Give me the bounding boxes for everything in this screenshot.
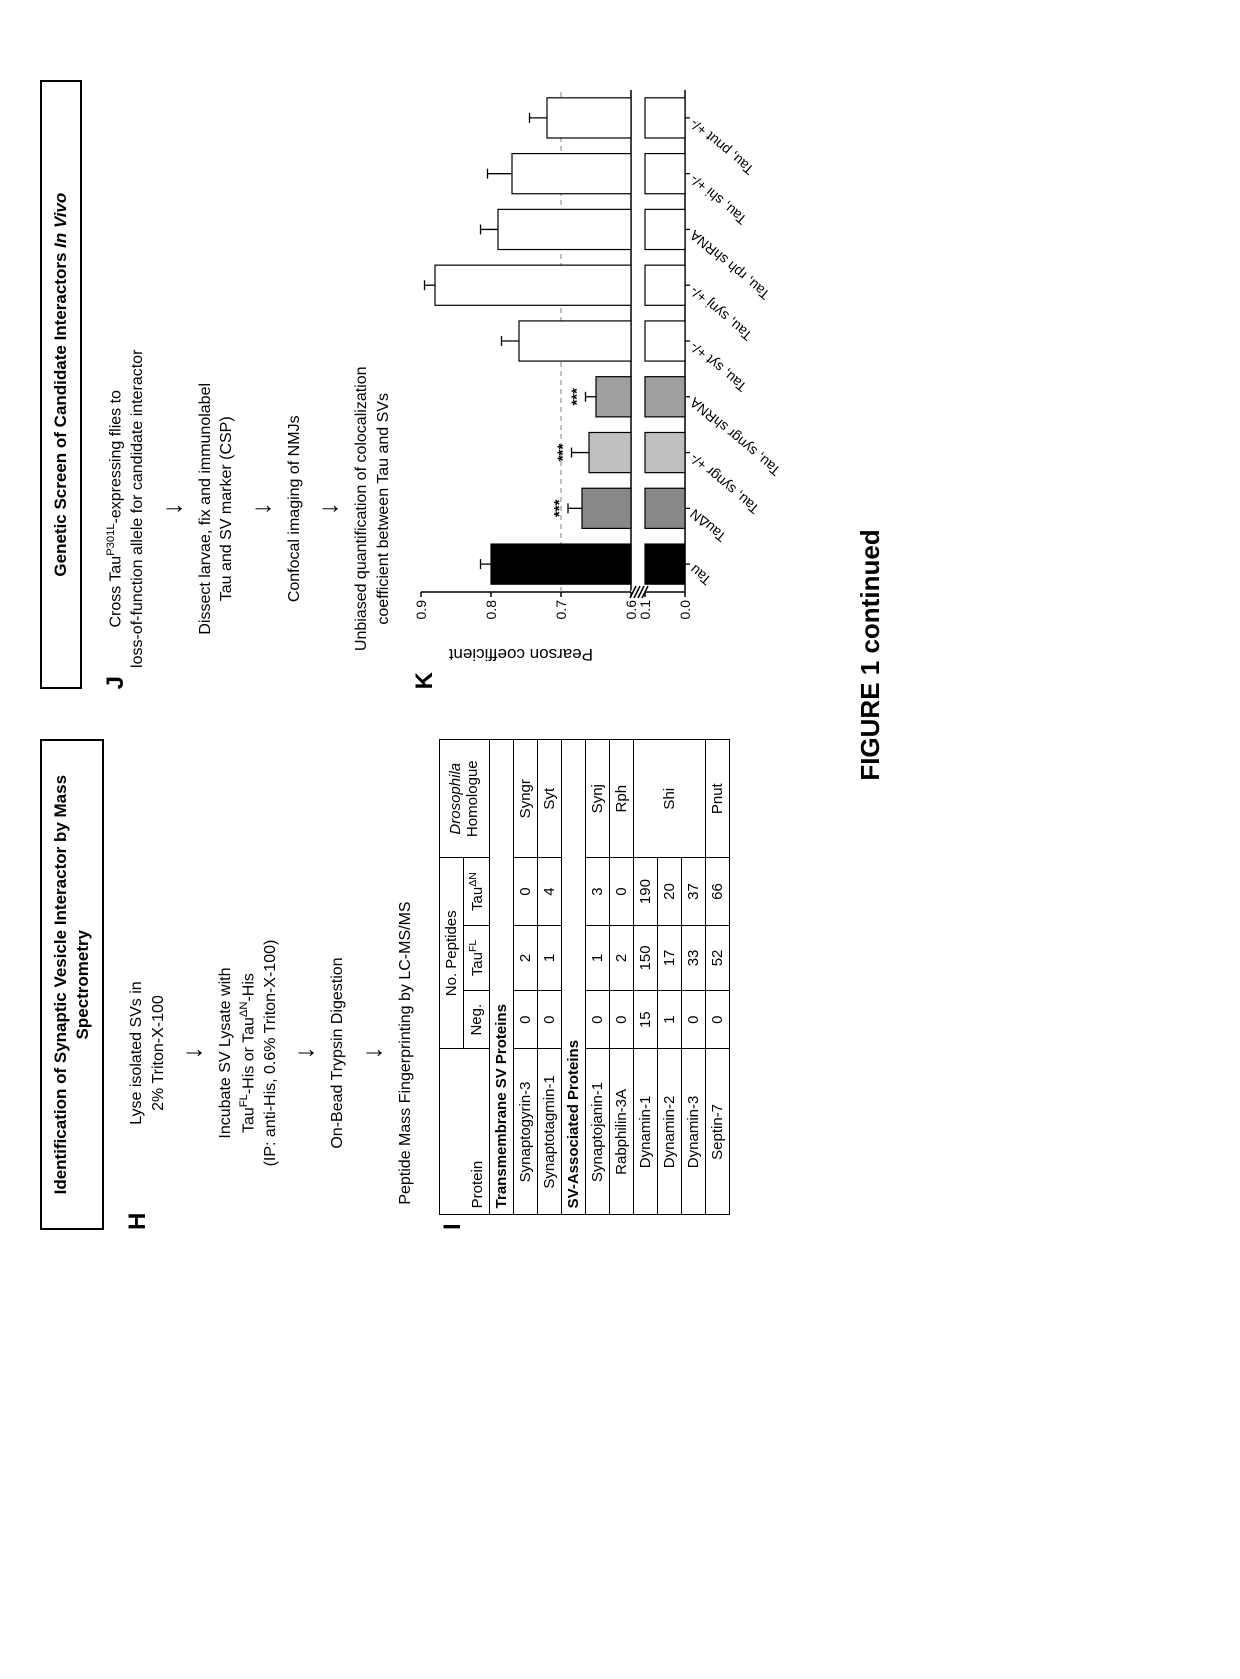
bar (498, 209, 631, 249)
panel-h-flow: Lyse isolated SVs in2% Triton-X-100 ↓ Incu… (122, 901, 420, 1204)
chart-y-axis-label: Pearson coefficient (411, 644, 671, 664)
panel-h-title-box: Identification of Synaptic Vesicle Inter… (40, 739, 104, 1230)
bar-label: TauΔN (686, 506, 728, 545)
panel-j-flow: Cross TauP301L-expressing flies toloss-o… (100, 350, 398, 668)
arrow-down-icon: ↓ (179, 1047, 205, 1060)
panel-i-wrap: I ProteinNo. PeptidesDrosophilaHomologue… (439, 739, 730, 1230)
panel-j-flow-row: J Cross TauP301L-expressing flies toloss… (100, 80, 398, 689)
flow-step: Dissect larvae, fix and immunolabelTau a… (195, 383, 238, 635)
arrow-down-icon: ↓ (248, 502, 274, 515)
panel-h-title: Identification of Synaptic Vesicle Inter… (51, 775, 92, 1194)
arrow-down-icon: ↓ (291, 1047, 317, 1060)
arrow-down-icon: ↓ (359, 1047, 385, 1060)
panel-k-wrap: K Pearson coefficient 0.60.70.80.90.00.1… (411, 80, 831, 689)
panel-h-letter: H (124, 1213, 152, 1230)
bar (547, 98, 631, 138)
figure-rotated-wrapper: Identification of Synaptic Vesicle Inter… (40, 80, 886, 1230)
svg-text:0.9: 0.9 (413, 600, 429, 620)
flow-step: Unbiased quantification of colocalizatio… (351, 366, 394, 651)
arrow-down-icon: ↓ (315, 502, 341, 515)
bar-label: Tau, syt +/- (686, 338, 749, 395)
bar-label: Tau, synj +/- (686, 283, 755, 344)
arrow-down-icon: ↓ (159, 502, 185, 515)
bar (519, 321, 631, 361)
bar (435, 265, 631, 305)
flow-step: Peptide Mass Fingerprinting by LC-MS/MS (395, 901, 417, 1204)
bar-label: Tau (686, 562, 714, 589)
bar-chart: 0.60.70.80.90.00.1Tau***TauΔN***Tau, syn… (411, 80, 831, 640)
svg-text:0.0: 0.0 (677, 600, 693, 620)
bar-label: Tau, shi +/- (686, 171, 749, 228)
flow-step: Lyse isolated SVs in2% Triton-X-100 (126, 981, 169, 1124)
bar (491, 544, 631, 584)
bar (589, 432, 631, 472)
figure-caption: FIGURE 1 continued (855, 80, 886, 1230)
svg-text:0.8: 0.8 (483, 600, 499, 620)
svg-text:0.1: 0.1 (637, 600, 653, 620)
left-column: Identification of Synaptic Vesicle Inter… (40, 739, 831, 1230)
panel-h-flow-row: H Lyse isolated SVs in2% Triton-X-100 ↓ In… (122, 739, 420, 1230)
bar (512, 154, 631, 194)
bar (582, 488, 631, 528)
svg-text:0.7: 0.7 (553, 600, 569, 620)
bar-label: Tau, pnut +/- (686, 115, 756, 178)
panel-j-title: Genetic Screen of Candidate Interactors … (51, 193, 70, 577)
flow-step: Confocal imaging of NMJs (284, 415, 306, 602)
panel-k-letter: K (411, 672, 439, 689)
protein-table: ProteinNo. PeptidesDrosophilaHomologueNe… (439, 739, 730, 1215)
flow-step: Incubate SV Lysate withTauFL-His or TauΔ… (215, 940, 281, 1167)
flow-step: On-Bead Trypsin Digestion (327, 957, 349, 1148)
panel-j-title-box: Genetic Screen of Candidate Interactors … (40, 80, 82, 689)
columns: Identification of Synaptic Vesicle Inter… (40, 80, 831, 1230)
svg-text:***: *** (568, 388, 585, 406)
svg-text:***: *** (551, 499, 568, 517)
panel-i-letter: I (439, 1223, 467, 1230)
flow-step: Cross TauP301L-expressing flies toloss-o… (104, 350, 149, 668)
svg-text:***: *** (554, 444, 571, 462)
bar (596, 377, 631, 417)
panel-j-letter: J (102, 676, 130, 689)
right-column: Genetic Screen of Candidate Interactors … (40, 80, 831, 689)
